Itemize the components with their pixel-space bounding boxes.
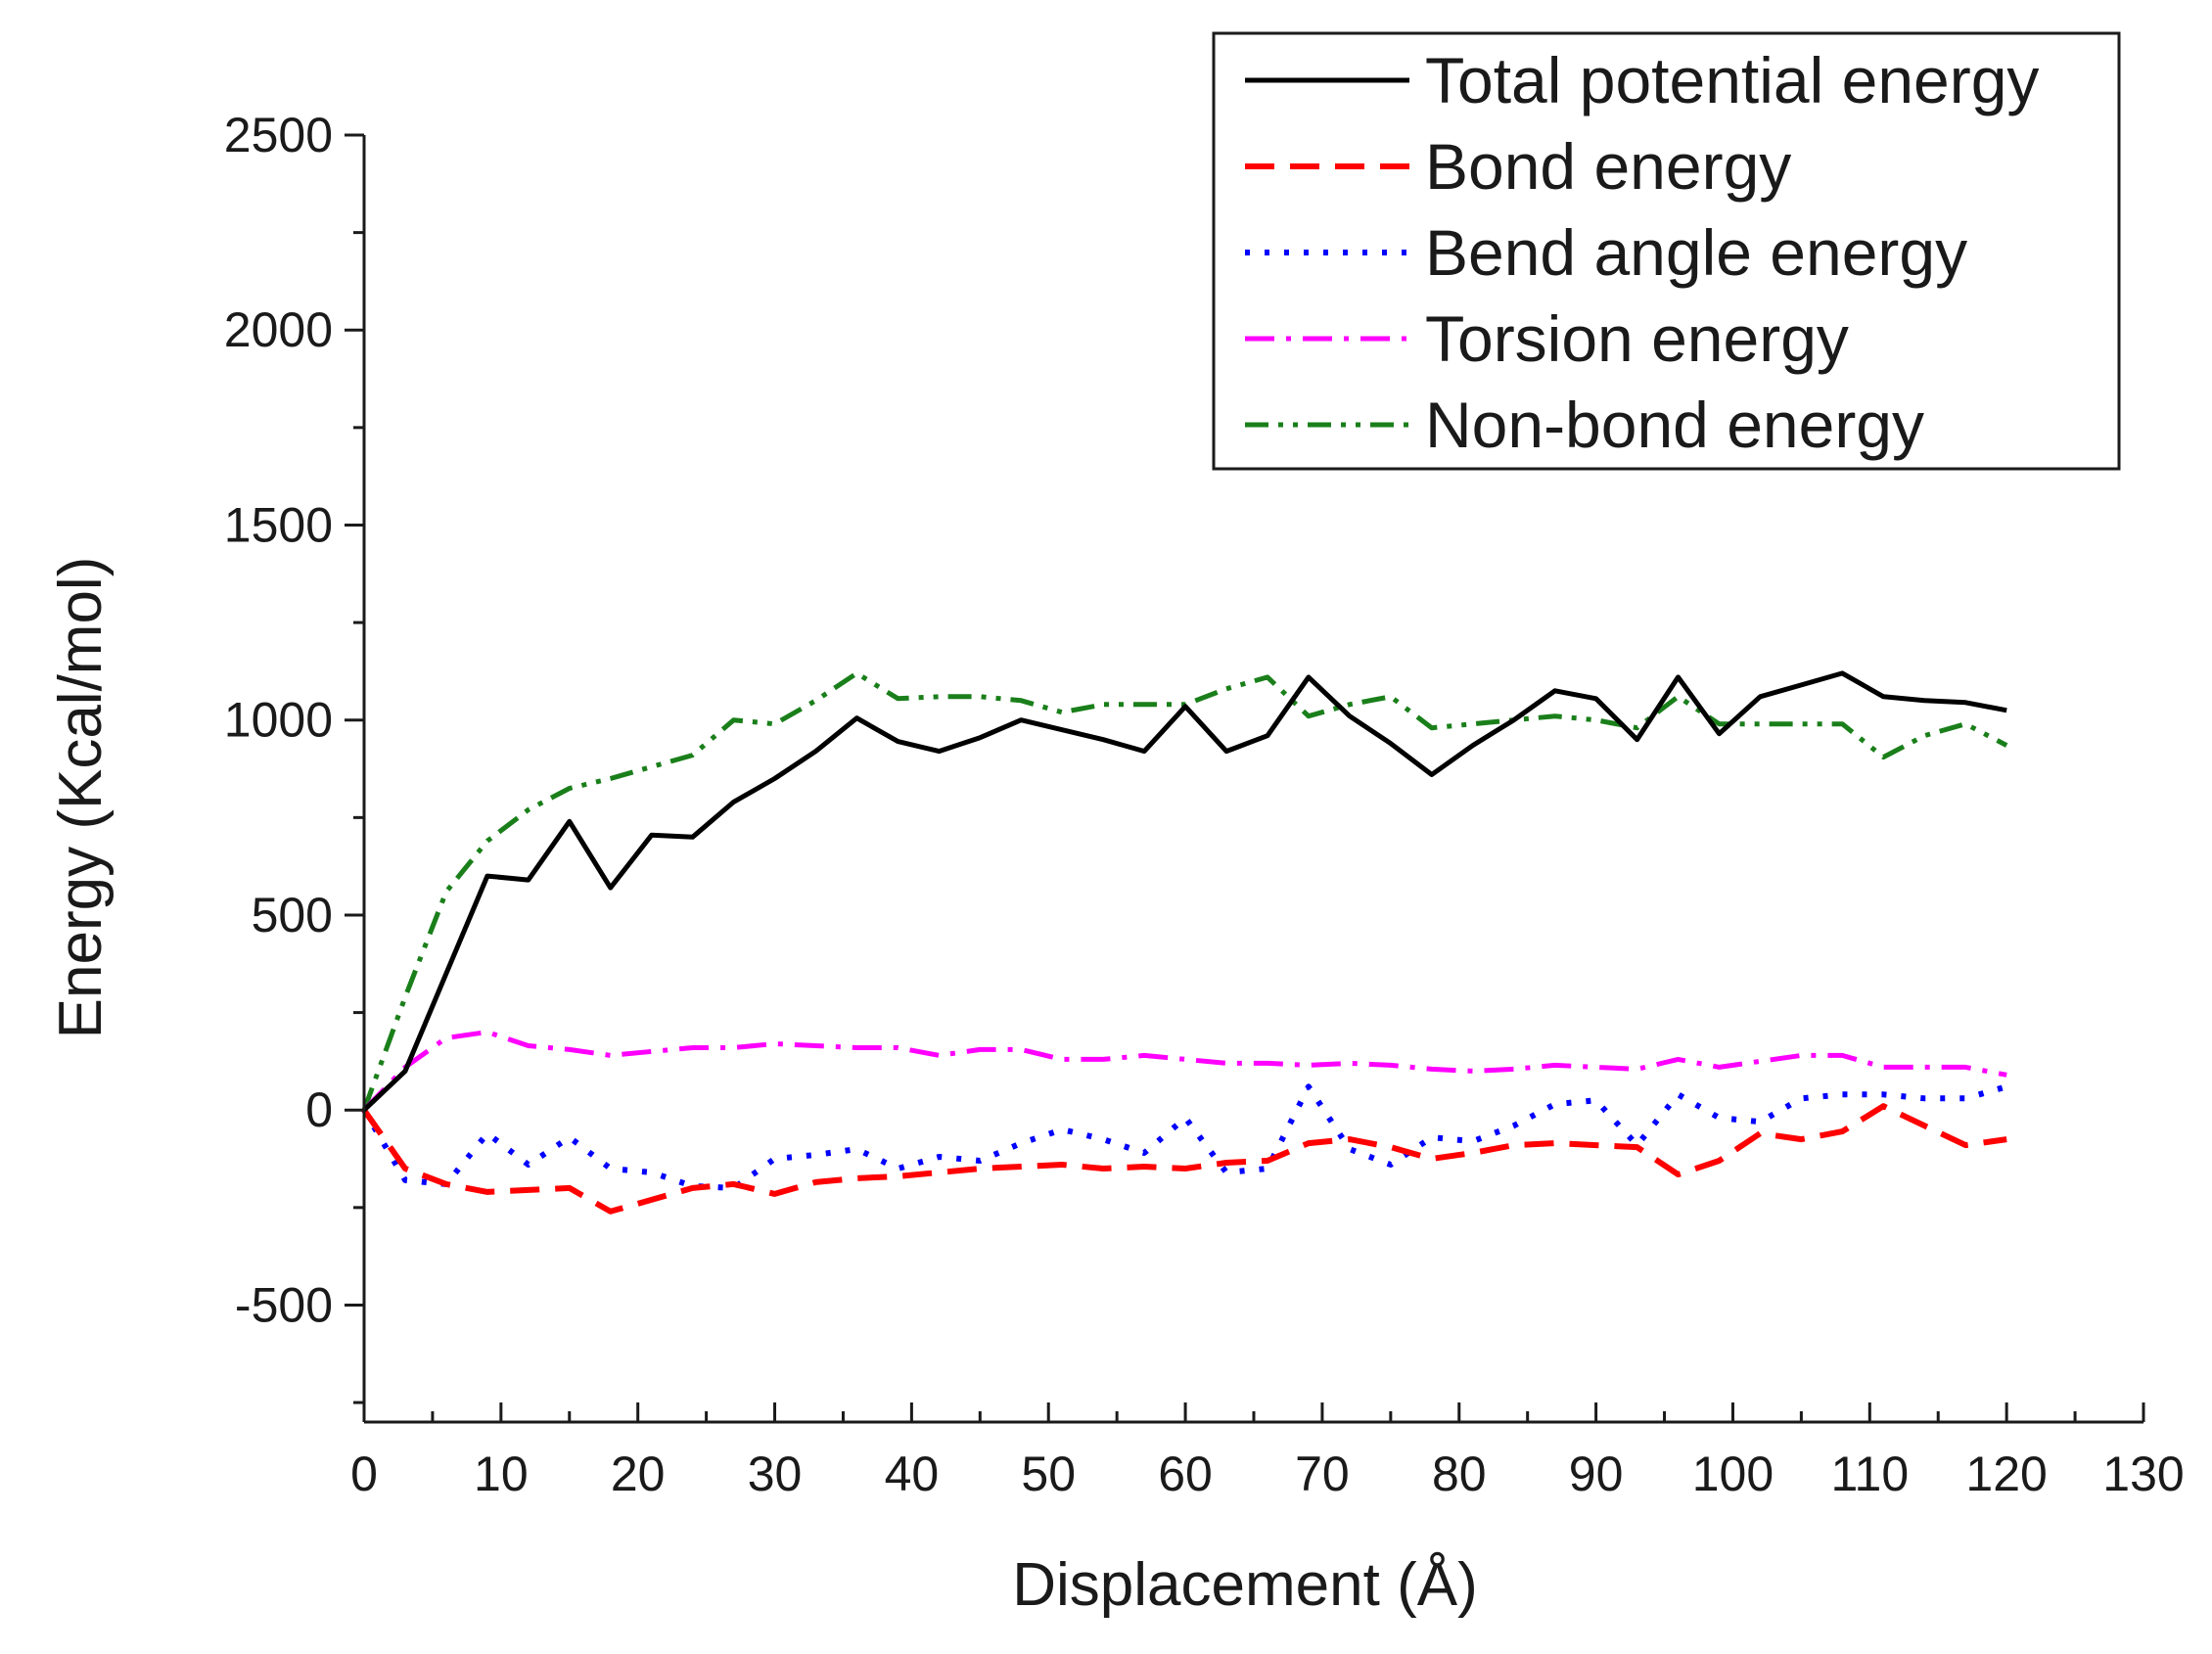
- y-tick-label: 0: [305, 1082, 333, 1137]
- axes: -500 0 500 1000 1500 2000 2500 0 10 20 30 40 50 60 70…: [224, 108, 2185, 1501]
- x-tick-label: 50: [1021, 1447, 1076, 1501]
- series-line-non-bond-energy: [361, 670, 2008, 1112]
- x-tick-label: 60: [1158, 1447, 1213, 1501]
- x-tick-label: 80: [1432, 1447, 1487, 1501]
- y-tick-label: 2500: [224, 108, 333, 162]
- x-tick-label: 70: [1295, 1447, 1350, 1501]
- series-line-bond-energy: [361, 1103, 2007, 1215]
- x-tick-label: 20: [611, 1447, 666, 1501]
- x-tick-label: 40: [885, 1447, 940, 1501]
- y-tick-label: 2000: [224, 302, 333, 357]
- y-ticks: -500 0 500 1000 1500 2000 2500: [224, 108, 364, 1404]
- x-axis-title: Displacement (Å): [1012, 1551, 1477, 1619]
- plot-lines: [361, 670, 2008, 1215]
- x-tick-label: 100: [1692, 1447, 1774, 1501]
- y-tick-label: -500: [235, 1277, 333, 1332]
- x-tick-label: 120: [1965, 1447, 2047, 1501]
- series-line-torsion-energy: [362, 1030, 2007, 1112]
- y-tick-label: 500: [252, 888, 333, 942]
- legend: Total potential energy Bond energy Bend an…: [1212, 31, 2121, 471]
- legend-label: Bond energy: [1425, 130, 1791, 203]
- series-line-total-potential-energy: [362, 670, 2007, 1113]
- legend-label: Bend angle energy: [1425, 216, 1967, 289]
- x-tick-label: 90: [1569, 1447, 1624, 1501]
- legend-label: Non-bond energy: [1425, 389, 1924, 461]
- legend-label: Total potential energy: [1425, 44, 2039, 116]
- x-tick-label: 0: [350, 1447, 378, 1501]
- x-tick-label: 30: [748, 1447, 803, 1501]
- y-tick-label: 1500: [224, 497, 333, 552]
- y-tick-label: 1000: [224, 693, 333, 748]
- x-tick-label: 10: [474, 1447, 529, 1501]
- x-tick-label: 110: [1830, 1447, 1909, 1501]
- series-line-bend-angle-energy: [361, 1083, 2008, 1191]
- x-tick-label: 130: [2102, 1447, 2184, 1501]
- y-axis-title: Energy (Kcal/mol): [47, 557, 115, 1039]
- x-ticks: 0 10 20 30 40 50 60 70 80 90 100 110 120 130: [350, 1402, 2185, 1501]
- legend-label: Torsion energy: [1425, 302, 1849, 375]
